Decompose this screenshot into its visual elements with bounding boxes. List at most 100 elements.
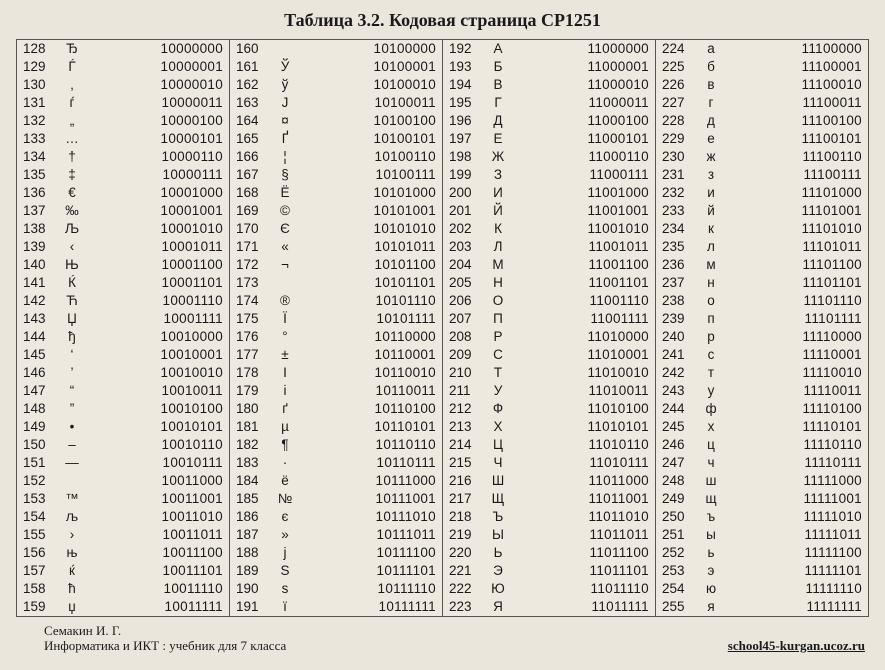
glyph: Я xyxy=(483,598,513,616)
decimal-code: 190 xyxy=(236,580,270,598)
binary-code: 11001001 xyxy=(513,202,649,220)
decimal-code: 191 xyxy=(236,598,270,616)
binary-code: 10000101 xyxy=(87,130,223,148)
decimal-code: 232 xyxy=(662,184,696,202)
glyph: ѕ xyxy=(270,580,300,598)
decimal-code: 164 xyxy=(236,112,270,130)
code-row: 238о11101110 xyxy=(656,292,868,310)
binary-code: 10010110 xyxy=(87,436,223,454)
code-row: 155›10011011 xyxy=(17,526,229,544)
binary-code: 10100111 xyxy=(300,166,436,184)
decimal-code: 234 xyxy=(662,220,696,238)
glyph: Ї xyxy=(270,310,300,328)
decimal-code: 183 xyxy=(236,454,270,472)
glyph: · xyxy=(270,454,300,472)
decimal-code: 248 xyxy=(662,472,696,490)
glyph: ї xyxy=(270,598,300,616)
binary-code: 10010000 xyxy=(87,328,223,346)
decimal-code: 211 xyxy=(449,382,483,400)
decimal-code: 205 xyxy=(449,274,483,292)
binary-code: 11011010 xyxy=(513,508,649,526)
decimal-code: 225 xyxy=(662,58,696,76)
decimal-code: 139 xyxy=(23,238,57,256)
binary-code: 11011001 xyxy=(513,490,649,508)
glyph: у xyxy=(696,382,726,400)
binary-code: 11000100 xyxy=(513,112,649,130)
glyph: І xyxy=(270,364,300,382)
decimal-code: 157 xyxy=(23,562,57,580)
decimal-code: 249 xyxy=(662,490,696,508)
glyph: ” xyxy=(57,400,87,418)
decimal-code: 237 xyxy=(662,274,696,292)
code-row: 212Ф11010100 xyxy=(443,400,655,418)
binary-code: 10111100 xyxy=(300,544,436,562)
decimal-code: 198 xyxy=(449,148,483,166)
decimal-code: 227 xyxy=(662,94,696,112)
glyph: Ќ xyxy=(57,274,87,292)
decimal-code: 207 xyxy=(449,310,483,328)
code-row: 158ћ10011110 xyxy=(17,580,229,598)
glyph: „ xyxy=(57,112,87,130)
glyph: † xyxy=(57,148,87,166)
glyph: в xyxy=(696,76,726,94)
binary-code: 11001110 xyxy=(513,292,649,310)
code-row: 239п11101111 xyxy=(656,310,868,328)
code-row: 197Е11000101 xyxy=(443,130,655,148)
binary-code: 10101110 xyxy=(300,292,436,310)
decimal-code: 209 xyxy=(449,346,483,364)
decimal-code: 240 xyxy=(662,328,696,346)
binary-code: 10010010 xyxy=(87,364,223,382)
code-row: 175Ї10101111 xyxy=(230,310,442,328)
binary-code: 11010010 xyxy=(513,364,649,382)
decimal-code: 244 xyxy=(662,400,696,418)
code-row: 130‚10000010 xyxy=(17,76,229,94)
decimal-code: 171 xyxy=(236,238,270,256)
decimal-code: 254 xyxy=(662,580,696,598)
glyph: Ы xyxy=(483,526,513,544)
glyph: ¶ xyxy=(270,436,300,454)
decimal-code: 156 xyxy=(23,544,57,562)
decimal-code: 202 xyxy=(449,220,483,238)
glyph: р xyxy=(696,328,726,346)
binary-code: 11010101 xyxy=(513,418,649,436)
code-column-2: 192А11000000193Б11000001194В11000010195Г… xyxy=(442,40,655,616)
code-row: 194В11000010 xyxy=(443,76,655,94)
code-row: 142Ћ10001110 xyxy=(17,292,229,310)
decimal-code: 135 xyxy=(23,166,57,184)
code-row: 196Д11000100 xyxy=(443,112,655,130)
binary-code: 10100101 xyxy=(300,130,436,148)
binary-code: 10110000 xyxy=(300,328,436,346)
decimal-code: 185 xyxy=(236,490,270,508)
binary-code: 10000010 xyxy=(87,76,223,94)
binary-code: 11000011 xyxy=(513,94,649,112)
glyph: щ xyxy=(696,490,726,508)
footer-author: Семакин И. Г. xyxy=(44,623,286,638)
code-row: 179і10110011 xyxy=(230,382,442,400)
decimal-code: 215 xyxy=(449,454,483,472)
binary-code: 10110101 xyxy=(300,418,436,436)
decimal-code: 216 xyxy=(449,472,483,490)
code-row: 227г11100011 xyxy=(656,94,868,112)
decimal-code: 239 xyxy=(662,310,696,328)
decimal-code: 219 xyxy=(449,526,483,544)
decimal-code: 137 xyxy=(23,202,57,220)
table-title: Таблица 3.2. Кодовая страница CP1251 xyxy=(16,10,869,31)
code-row: 217Щ11011001 xyxy=(443,490,655,508)
binary-code: 11111000 xyxy=(726,472,862,490)
code-row: 143Џ10001111 xyxy=(17,310,229,328)
glyph: с xyxy=(696,346,726,364)
binary-code: 10100011 xyxy=(300,94,436,112)
glyph: • xyxy=(57,418,87,436)
glyph: е xyxy=(696,130,726,148)
binary-code: 10011111 xyxy=(87,598,223,616)
binary-code: 10100100 xyxy=(300,112,436,130)
code-row: 248ш11111000 xyxy=(656,472,868,490)
code-row: 156њ10011100 xyxy=(17,544,229,562)
binary-code: 11110101 xyxy=(726,418,862,436)
code-row: 198Ж11000110 xyxy=(443,148,655,166)
code-row: 211У11010011 xyxy=(443,382,655,400)
glyph: ‚ xyxy=(57,76,87,94)
decimal-code: 159 xyxy=(23,598,57,616)
code-row: 145‘10010001 xyxy=(17,346,229,364)
glyph: “ xyxy=(57,382,87,400)
